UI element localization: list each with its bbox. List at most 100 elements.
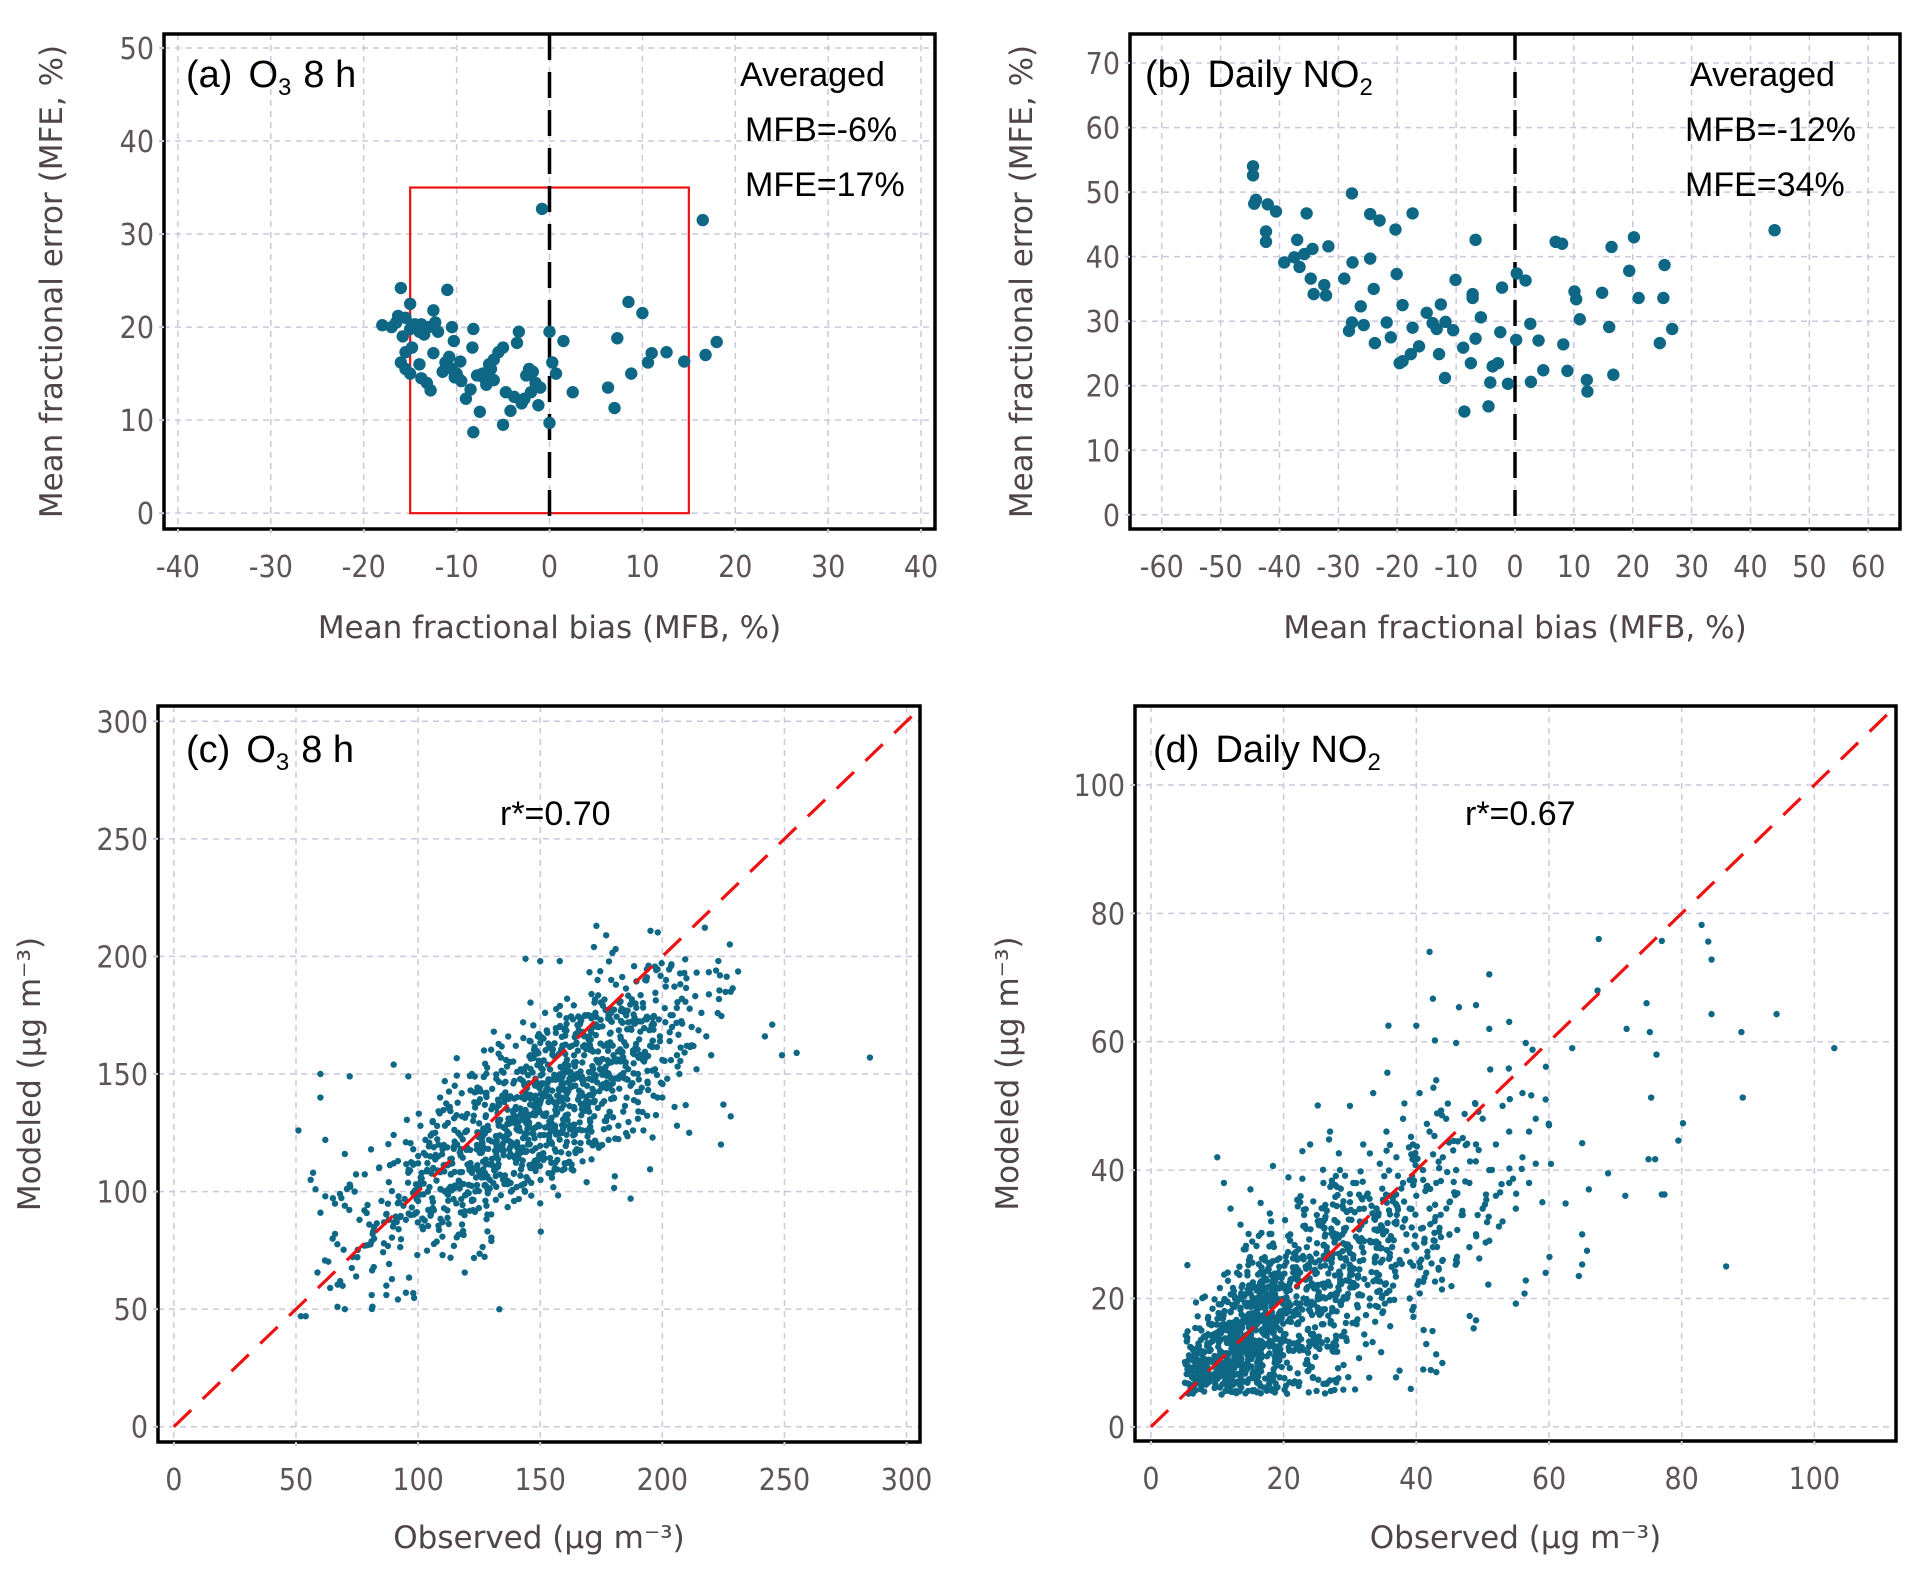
data-point xyxy=(527,1164,534,1172)
data-point xyxy=(459,392,473,405)
data-point xyxy=(1423,1120,1431,1128)
data-point xyxy=(401,1195,408,1203)
data-point xyxy=(556,1023,563,1031)
x-tick-label: 40 xyxy=(1733,550,1767,585)
data-point xyxy=(480,1073,487,1081)
data-point xyxy=(390,1131,397,1139)
data-point xyxy=(1438,371,1452,385)
data-point xyxy=(1329,1179,1336,1187)
data-point xyxy=(1228,1347,1236,1355)
data-points xyxy=(376,202,723,439)
data-point xyxy=(1211,1384,1218,1392)
data-point xyxy=(482,1197,489,1204)
data-point xyxy=(1311,1324,1319,1331)
data-point xyxy=(1386,1141,1394,1149)
data-point xyxy=(636,1036,643,1043)
data-point xyxy=(461,1211,468,1219)
data-point xyxy=(1290,1347,1297,1355)
data-point xyxy=(1399,1179,1407,1187)
data-point xyxy=(661,1004,668,1012)
data-point xyxy=(534,1061,541,1069)
data-point xyxy=(540,1057,547,1064)
data-point xyxy=(1505,1065,1513,1072)
data-point xyxy=(1280,1307,1288,1315)
data-point xyxy=(583,1082,591,1089)
data-point xyxy=(1595,286,1609,299)
data-point xyxy=(1401,1217,1408,1224)
data-point xyxy=(506,1145,513,1153)
data-point xyxy=(368,1291,375,1299)
data-point xyxy=(488,1160,495,1167)
data-point xyxy=(1279,1352,1287,1359)
data-point xyxy=(1470,1325,1477,1332)
data-point xyxy=(1249,1370,1256,1377)
data-point xyxy=(1521,1290,1528,1297)
data-point xyxy=(507,1093,514,1100)
data-point xyxy=(1276,1263,1283,1271)
data-point xyxy=(1266,1210,1274,1217)
data-point xyxy=(431,325,445,338)
data-point xyxy=(666,1037,673,1045)
data-points xyxy=(1246,160,1781,418)
data-point xyxy=(1181,1358,1189,1366)
data-point xyxy=(1429,1243,1437,1251)
data-point xyxy=(390,1160,397,1167)
data-point xyxy=(1280,1282,1287,1289)
data-point xyxy=(519,1134,527,1142)
x-tick-label: 20 xyxy=(1616,550,1650,585)
data-point xyxy=(1430,1084,1437,1091)
data-point xyxy=(1360,1141,1367,1148)
data-point xyxy=(408,1204,416,1211)
data-point xyxy=(1238,1324,1246,1332)
data-point xyxy=(1306,1308,1314,1315)
data-point xyxy=(1407,1133,1415,1141)
data-point xyxy=(478,1174,485,1181)
data-point xyxy=(410,1146,417,1153)
data-point xyxy=(417,1178,424,1186)
data-point xyxy=(1240,1340,1248,1347)
data-point xyxy=(1492,1141,1500,1148)
data-point xyxy=(1512,1190,1520,1197)
data-point xyxy=(467,426,480,439)
data-point xyxy=(1455,1004,1463,1011)
data-point xyxy=(427,304,440,317)
data-point xyxy=(540,1111,547,1118)
data-point xyxy=(1499,1102,1506,1110)
data-point xyxy=(1532,1160,1539,1167)
data-point xyxy=(639,1108,646,1116)
data-point xyxy=(1341,1172,1349,1179)
data-point xyxy=(493,1137,501,1144)
data-point xyxy=(475,1120,483,1127)
data-point xyxy=(466,341,479,354)
data-point xyxy=(385,1140,392,1148)
panel-letter: (d) xyxy=(1153,729,1199,771)
data-point xyxy=(698,1009,705,1017)
data-point xyxy=(407,1211,414,1219)
data-point xyxy=(340,1246,347,1253)
data-point xyxy=(331,1230,339,1238)
data-point xyxy=(682,1101,689,1109)
data-point xyxy=(1234,1342,1242,1350)
data-point xyxy=(1269,1370,1277,1378)
data-point xyxy=(1240,1246,1247,1253)
data-point xyxy=(1431,1201,1439,1208)
y-tick-label: 200 xyxy=(96,940,148,975)
x-tick-label: 0 xyxy=(541,550,558,585)
data-point xyxy=(543,1027,551,1035)
data-point xyxy=(1260,1340,1267,1347)
data-point xyxy=(571,1139,578,1146)
data-point xyxy=(1708,1010,1715,1018)
data-point xyxy=(444,1197,452,1204)
data-point xyxy=(1472,1317,1480,1324)
data-point xyxy=(454,1099,461,1106)
data-point xyxy=(1358,1243,1366,1251)
data-point xyxy=(1623,264,1636,278)
data-point xyxy=(1424,1253,1431,1260)
data-point xyxy=(484,1228,491,1235)
data-point xyxy=(1388,1243,1396,1251)
data-point xyxy=(1250,1346,1257,1354)
x-tick-label: 40 xyxy=(904,550,938,585)
data-point xyxy=(1486,971,1493,978)
data-point xyxy=(1385,1022,1392,1029)
y-tick-label: 50 xyxy=(114,1293,148,1328)
